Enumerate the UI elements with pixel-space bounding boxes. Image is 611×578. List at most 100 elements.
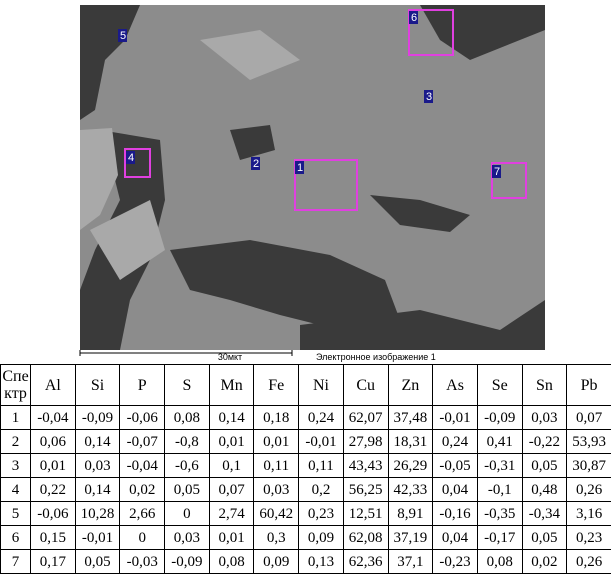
image-caption: Электронное изображение 1 [316,352,436,362]
marker-label: 5 [120,30,126,42]
cell: 0,26 [567,550,611,574]
marker-label: 3 [426,91,432,103]
cell: 8,91 [388,502,433,526]
cell: 0,18 [254,406,299,430]
cell: 3,16 [567,502,611,526]
cell: 2 [1,430,31,454]
cell: -0,09 [477,406,522,430]
cell: -0,16 [433,502,478,526]
cell: 0,17 [31,550,76,574]
cell: 0,03 [75,454,120,478]
cell: -0,06 [31,502,76,526]
cell: -0,17 [477,526,522,550]
cell: -0,06 [120,406,165,430]
cell: 2,66 [120,502,165,526]
cell: -0,31 [477,454,522,478]
cell: 0 [165,502,210,526]
cell: -0,34 [522,502,567,526]
cell: -0,09 [75,406,120,430]
header-cell: Zn [388,365,433,406]
header-cell: Cu [343,365,388,406]
cell: 43,43 [343,454,388,478]
cell: 0,07 [209,478,254,502]
cell: 0,07 [567,406,611,430]
cell: 0,08 [165,406,210,430]
cell: 6 [1,526,31,550]
cell: 0,11 [254,454,299,478]
cell: 1 [1,406,31,430]
page: 1234567 30мкт Электронное изображение 1 … [0,0,611,578]
header-cell: Ni [299,365,344,406]
cell: 0,08 [209,550,254,574]
header-cell: Спе ктр [1,365,31,406]
cell: 0,03 [165,526,210,550]
marker-label: 1 [297,162,303,174]
cell: 4 [1,478,31,502]
cell: 0,05 [75,550,120,574]
cell: 27,98 [343,430,388,454]
cell: 0,06 [31,430,76,454]
cell: 18,31 [388,430,433,454]
cell: 53,93 [567,430,611,454]
scale-label: 30мкт [218,352,242,362]
cell: 0,22 [31,478,76,502]
cell: 0,14 [209,406,254,430]
cell: 26,29 [388,454,433,478]
cell: -0,23 [433,550,478,574]
cell: 0,01 [209,526,254,550]
cell: 3 [1,454,31,478]
cell: -0,35 [477,502,522,526]
cell: 2,74 [209,502,254,526]
cell: -0,04 [31,406,76,430]
cell: 62,07 [343,406,388,430]
cell: -0,8 [165,430,210,454]
marker-label: 4 [128,152,134,164]
header-cell: P [120,365,165,406]
data-row: 1-0,04-0,09-0,060,080,140,180,2462,0737,… [1,406,611,430]
cell: 0,02 [120,478,165,502]
cell: -0,01 [299,430,344,454]
header-cell: Se [477,365,522,406]
cell: 0,3 [254,526,299,550]
cell: 0,08 [477,550,522,574]
cell: -0,07 [120,430,165,454]
header-cell: Pb [567,365,611,406]
header-cell: Fe [254,365,299,406]
cell: 0,1 [209,454,254,478]
cell: 7 [1,550,31,574]
cell: 0,14 [75,430,120,454]
header-cell: Mn [209,365,254,406]
cell: 0,01 [254,430,299,454]
cell: 12,51 [343,502,388,526]
cell: 62,08 [343,526,388,550]
cell: 0,02 [522,550,567,574]
cell: 0,03 [254,478,299,502]
cell: 0,23 [299,502,344,526]
cell: 0,2 [299,478,344,502]
cell: -0,6 [165,454,210,478]
cell: -0,01 [75,526,120,550]
cell: 0,09 [254,550,299,574]
cell: 0,26 [567,478,611,502]
header-cell: Al [31,365,76,406]
header-cell: S [165,365,210,406]
cell: 0,48 [522,478,567,502]
data-row: 60,15-0,0100,030,010,30,0962,0837,190,04… [1,526,611,550]
cell: 0,03 [522,406,567,430]
cell: 37,1 [388,550,433,574]
cell: -0,03 [120,550,165,574]
cell: -0,09 [165,550,210,574]
cell: 0,01 [209,430,254,454]
cell: 0,23 [567,526,611,550]
cell: 62,36 [343,550,388,574]
cell: -0,22 [522,430,567,454]
header-cell: As [433,365,478,406]
cell: 0,05 [522,526,567,550]
cell: -0,04 [120,454,165,478]
cell: 5 [1,502,31,526]
